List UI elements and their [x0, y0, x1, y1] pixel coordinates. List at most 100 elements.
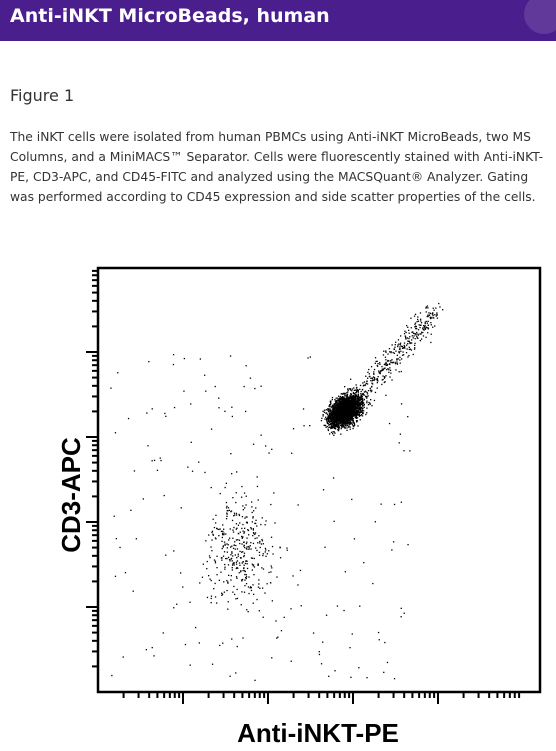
event-dot — [338, 413, 340, 415]
event-dot — [335, 404, 337, 407]
event-dot — [255, 507, 257, 509]
event-dot — [405, 338, 407, 340]
event-dot — [352, 411, 354, 413]
event-dot — [245, 410, 247, 413]
event-dot — [360, 395, 362, 397]
event-dot — [242, 578, 244, 581]
event-dot — [399, 362, 401, 364]
event-dot — [355, 384, 357, 386]
event-dot — [212, 533, 214, 535]
event-dot — [247, 529, 250, 532]
event-dot — [434, 325, 436, 327]
event-dot — [259, 542, 261, 544]
event-dot — [404, 330, 406, 332]
event-dot — [233, 564, 235, 566]
event-dot — [354, 400, 356, 402]
event-dot — [227, 601, 229, 603]
event-dot — [417, 316, 419, 318]
event-dot — [360, 410, 363, 412]
event-dot — [384, 367, 386, 369]
event-dot — [220, 557, 223, 559]
event-dot — [346, 427, 348, 429]
event-dot — [250, 587, 252, 589]
event-dot — [359, 399, 361, 401]
event-dot — [320, 663, 323, 665]
event-dot — [332, 404, 334, 406]
event-dot — [333, 403, 335, 405]
event-dot — [337, 420, 339, 422]
event-dot — [283, 616, 285, 618]
event-dot — [350, 407, 352, 409]
event-dot — [243, 591, 246, 593]
event-dot — [241, 580, 243, 582]
event-dot — [360, 406, 363, 409]
event-dot — [226, 557, 228, 560]
event-dot — [330, 419, 333, 421]
event-dot — [351, 410, 353, 413]
event-dot — [370, 380, 372, 382]
event-dot — [335, 414, 337, 416]
event-dot — [399, 359, 401, 361]
event-dot — [331, 406, 333, 408]
event-dot — [374, 362, 376, 364]
event-dot — [329, 419, 332, 421]
event-dot — [346, 420, 349, 422]
event-dot — [227, 608, 229, 610]
figure-caption: The iNKT cells were isolated from human … — [10, 130, 544, 204]
event-dot — [354, 400, 357, 402]
event-dot — [219, 528, 221, 530]
event-dot — [414, 344, 416, 346]
event-dot — [422, 327, 424, 329]
event-dot — [344, 420, 346, 423]
event-dot — [227, 582, 229, 584]
event-dot — [348, 399, 351, 401]
event-dot — [190, 403, 192, 405]
event-dot — [343, 413, 346, 415]
event-dot — [165, 554, 167, 556]
event-dot — [408, 346, 410, 348]
event-dot — [250, 589, 253, 592]
event-dot — [366, 400, 368, 402]
event-dot — [413, 335, 415, 337]
event-dot — [347, 422, 349, 424]
event-dot — [351, 418, 353, 420]
event-dot — [402, 347, 404, 349]
event-dot — [330, 422, 332, 425]
event-dot — [234, 554, 236, 556]
event-dot — [127, 417, 130, 420]
event-dot — [355, 411, 357, 413]
event-dot — [347, 418, 350, 420]
event-dot — [352, 407, 354, 410]
event-dot — [353, 389, 355, 391]
event-dot — [254, 533, 256, 535]
event-dot — [339, 418, 342, 420]
event-dot — [348, 425, 350, 427]
event-dot — [357, 403, 359, 405]
event-dot — [236, 645, 238, 648]
event-dot — [222, 530, 224, 532]
event-dot — [303, 425, 305, 427]
x-axis-label: Anti-iNKT-PE — [237, 718, 399, 748]
event-dot — [353, 397, 355, 400]
event-dot — [327, 428, 329, 430]
event-dot — [330, 431, 333, 433]
event-dot — [184, 643, 187, 646]
event-dot — [163, 494, 165, 497]
event-dot — [420, 338, 423, 340]
event-dot — [237, 553, 239, 555]
event-dot — [346, 421, 348, 423]
event-dot — [381, 383, 383, 386]
event-dot — [361, 397, 364, 399]
event-dot — [349, 414, 351, 417]
event-dot — [433, 309, 435, 311]
event-dot — [344, 423, 346, 425]
event-dot — [337, 408, 339, 410]
event-dot — [211, 663, 214, 665]
event-dot — [237, 539, 239, 541]
event-dot — [327, 429, 330, 432]
event-dot — [331, 425, 333, 428]
event-dot — [373, 379, 375, 381]
event-dot — [227, 564, 230, 566]
event-dot — [241, 591, 243, 593]
event-dot — [427, 320, 429, 322]
